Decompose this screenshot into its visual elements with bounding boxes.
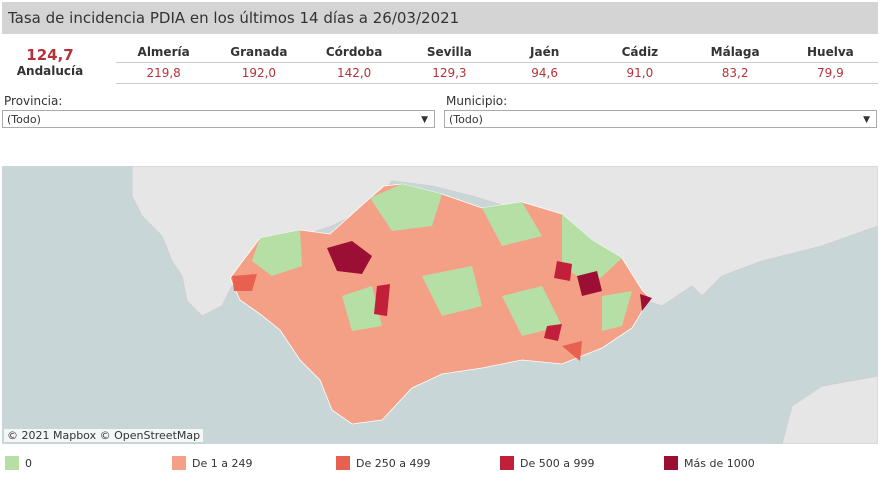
land-africa xyxy=(781,375,878,444)
legend-swatch xyxy=(5,456,19,470)
page-title: Tasa de incidencia PDIA en los últimos 1… xyxy=(2,2,878,34)
legend-item[interactable]: De 250 a 499 xyxy=(336,456,430,470)
province-value: 79,9 xyxy=(817,66,844,80)
map-attribution: © 2021 Mapbox © OpenStreetMap xyxy=(4,429,204,442)
province-name: Málaga xyxy=(710,45,760,59)
province-value: 91,0 xyxy=(626,66,654,80)
municipio-select[interactable]: (Todo) ▼ xyxy=(444,110,877,128)
municipio-label: Municipio: xyxy=(446,94,508,108)
legend-swatch xyxy=(500,456,514,470)
incidence-map[interactable]: © 2021 Mapbox © OpenStreetMap xyxy=(2,166,878,444)
legend-label: De 500 a 999 xyxy=(520,456,595,470)
province-value: 129,3 xyxy=(432,66,467,80)
provincia-select[interactable]: (Todo) ▼ xyxy=(2,110,435,128)
province-name: Almería xyxy=(137,45,190,59)
dropdown-arrow-icon: ▼ xyxy=(863,115,870,125)
province-name: Córdoba xyxy=(325,45,383,59)
province-name: Sevilla xyxy=(426,45,472,59)
municipio-value: (Todo) xyxy=(449,113,483,126)
land-iberia xyxy=(131,166,878,317)
legend-item[interactable]: De 500 a 999 xyxy=(500,456,594,470)
legend-label: De 250 a 499 xyxy=(356,456,431,470)
province-value: 83,2 xyxy=(721,66,749,80)
dropdown-arrow-icon: ▼ xyxy=(421,115,428,125)
legend-swatch xyxy=(664,456,678,470)
andalucia-kpi: 124,7 Andalucía xyxy=(10,46,90,78)
legend-item[interactable]: Más de 1000 xyxy=(664,456,755,470)
province-value: 142,0 xyxy=(336,66,372,80)
legend-label: 0 xyxy=(25,456,32,470)
province-name: Granada xyxy=(230,45,288,59)
andalucia-value: 124,7 xyxy=(26,46,74,64)
legend-item[interactable]: 0 xyxy=(5,456,32,470)
legend-swatch xyxy=(172,456,186,470)
province-table: Almería Granada Córdoba Sevilla Jaén Cádiz Mál… xyxy=(116,42,878,84)
province-name: Huelva xyxy=(806,45,854,59)
legend-swatch xyxy=(336,456,350,470)
legend-label: Más de 1000 xyxy=(684,456,755,470)
provincia-label: Provincia: xyxy=(4,94,63,108)
map-canvas[interactable] xyxy=(2,166,878,444)
dark-areas xyxy=(232,241,652,361)
province-value: 192,0 xyxy=(241,66,277,80)
province-value: 219,8 xyxy=(146,66,181,80)
province-value: 94,6 xyxy=(531,66,558,80)
provincia-value: (Todo) xyxy=(7,113,41,126)
green-areas xyxy=(252,184,632,336)
province-name: Jaén xyxy=(530,45,560,59)
andalucia-label: Andalucía xyxy=(16,64,84,78)
province-name: Cádiz xyxy=(621,45,659,59)
legend-item[interactable]: De 1 a 249 xyxy=(172,456,252,470)
legend-label: De 1 a 249 xyxy=(192,456,253,470)
